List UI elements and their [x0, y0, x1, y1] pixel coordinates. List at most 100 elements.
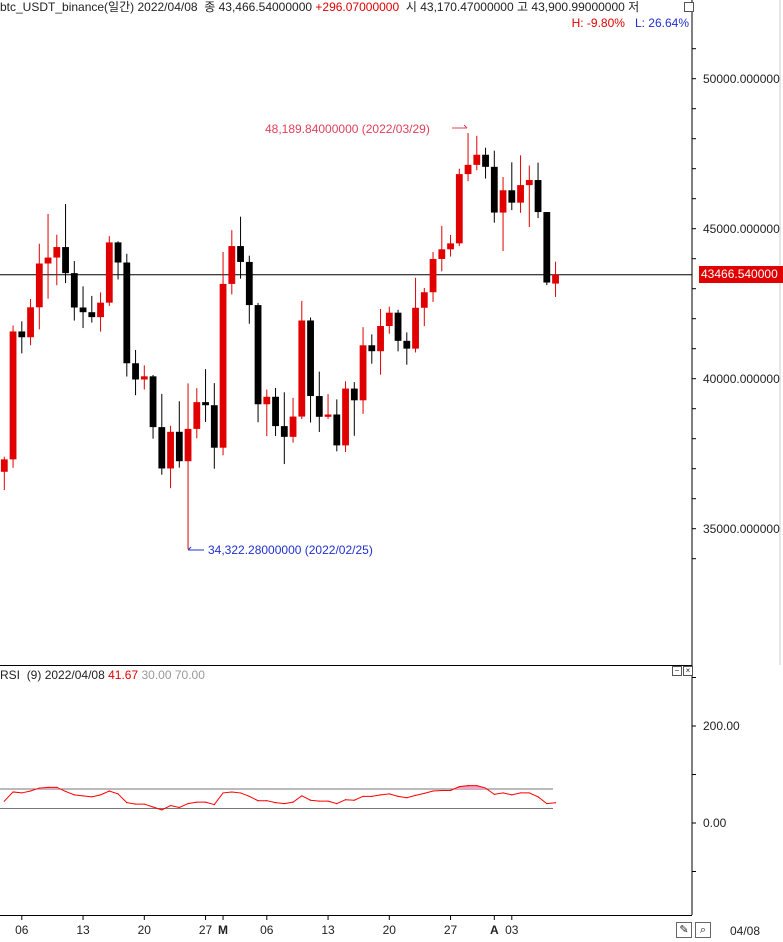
candle-body [289, 416, 297, 437]
rsi-point [397, 795, 399, 797]
change-value: +296.07000000 [315, 0, 400, 14]
candle-body [53, 247, 61, 258]
candle-body [377, 325, 384, 352]
candle [97, 292, 104, 332]
candle-body [79, 307, 87, 313]
rsi-point [318, 800, 320, 802]
candle [368, 334, 376, 364]
date-tick-label: 27 [198, 923, 213, 937]
rsi-point [73, 794, 75, 796]
candle-body [517, 185, 524, 203]
rsi-value: 41.67 [108, 668, 139, 682]
candle [464, 133, 472, 182]
close-label: 종 [204, 0, 216, 14]
date-tick-label: 27 [443, 923, 458, 937]
rsi-point [388, 793, 390, 795]
rsi-tick-label: 0.00 [703, 816, 727, 830]
price-tick-label: 50000.000000 [703, 71, 780, 86]
candle [333, 399, 341, 452]
candle-body [429, 258, 437, 293]
candle [272, 387, 279, 437]
rsi-point [511, 794, 513, 796]
date-tick-label: 13 [76, 923, 90, 937]
candle [62, 204, 69, 284]
rsi-point [336, 803, 338, 805]
candle-body [254, 305, 262, 405]
candle [298, 300, 306, 420]
candle-body [499, 190, 507, 213]
candle [455, 168, 463, 247]
range-percent: H: -9.80% L: 26.64% [572, 16, 689, 30]
candle [35, 243, 43, 330]
pencil-icon[interactable]: ✎ [676, 922, 692, 938]
price-tick-label: 40000.000000 [703, 371, 780, 386]
open-label: 시 [405, 0, 417, 14]
candle-body [455, 174, 463, 244]
magnifier-icon[interactable]: ⌕ [695, 922, 711, 938]
low-label: 저 [628, 0, 640, 14]
rsi-date: 2022/04/08 [44, 668, 105, 682]
candle [289, 397, 297, 443]
rsi-point [12, 791, 14, 793]
min-price-annotation: 34,322.28000000 (2022/02/25) [208, 543, 373, 557]
candle-body [315, 396, 323, 417]
date-tick-label: A [489, 923, 499, 937]
rsi-point [537, 796, 539, 798]
rsi-point [493, 793, 495, 795]
candle-body [184, 428, 192, 462]
candle-body [123, 262, 131, 364]
candle [385, 306, 393, 334]
rsi-point [143, 803, 145, 805]
candle [219, 251, 227, 456]
candle [245, 255, 253, 324]
candle-body [219, 283, 227, 448]
candle-body [403, 340, 411, 349]
candle [403, 332, 411, 365]
date-tick-label: 13 [321, 923, 335, 937]
close-panel-button[interactable]: × [683, 666, 693, 676]
rsi-point [187, 803, 189, 805]
low-percent: L: 26.64% [634, 16, 689, 30]
candle-body [44, 257, 52, 264]
candle [184, 383, 192, 550]
candle-body [210, 405, 218, 448]
candle-body [245, 261, 253, 306]
candle [420, 287, 428, 327]
rsi-point [29, 790, 32, 792]
rsi-point [292, 801, 294, 803]
candle-body [272, 396, 279, 427]
current-price-tag: 43466.540000 [699, 266, 783, 283]
rsi-point [344, 799, 347, 801]
candle [324, 394, 332, 419]
rsi-tick-label: 200.00 [703, 719, 740, 733]
candle-body [114, 242, 122, 263]
candle [44, 213, 52, 299]
panel-menu-icon[interactable] [684, 2, 694, 12]
rsi-point [91, 796, 93, 798]
rsi-point [476, 785, 478, 787]
rsi-point [213, 803, 215, 806]
high-value: 43,900.99000000 [531, 0, 625, 14]
candle-body [333, 414, 341, 446]
rsi-point [274, 802, 277, 804]
rsi-point [283, 803, 285, 805]
candle-body [237, 246, 244, 262]
date-tick-label: M [218, 923, 229, 937]
rsi-point [82, 795, 84, 797]
candle-body [359, 345, 367, 401]
candle [508, 162, 516, 211]
rsi-point [528, 792, 530, 794]
candle [517, 155, 524, 213]
candle-body [420, 292, 428, 308]
rsi-point [152, 806, 154, 808]
candle-body [482, 154, 489, 167]
candles-group [0, 133, 559, 550]
candle [210, 383, 218, 469]
candle [140, 365, 148, 390]
rsi-point [161, 809, 163, 811]
rsi-point [519, 792, 522, 794]
minimize-panel-button[interactable]: − [672, 666, 682, 676]
candle-body [552, 274, 559, 284]
candle [254, 302, 262, 423]
